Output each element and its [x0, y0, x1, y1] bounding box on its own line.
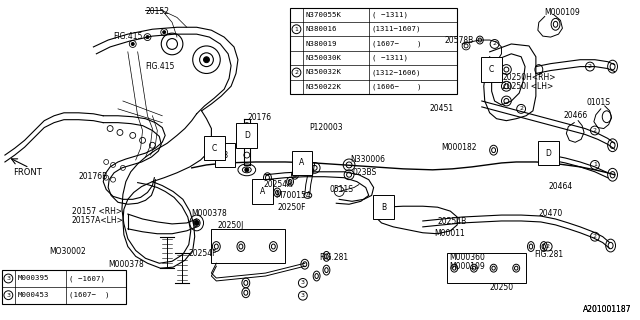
Text: 20464: 20464 — [548, 182, 573, 191]
Text: 2: 2 — [593, 128, 597, 133]
Text: ( −1607): ( −1607) — [69, 275, 105, 282]
Text: M000378: M000378 — [192, 209, 227, 218]
Text: B: B — [223, 151, 228, 160]
Text: 20152: 20152 — [145, 7, 170, 16]
Text: N380016: N380016 — [306, 26, 337, 32]
Text: 20250I <LH>: 20250I <LH> — [502, 82, 554, 91]
Text: C: C — [212, 144, 217, 153]
Text: 1: 1 — [593, 163, 597, 167]
Text: (1607−  ): (1607− ) — [69, 292, 109, 299]
Text: 20254B: 20254B — [438, 217, 467, 226]
Bar — [290, 8, 457, 94]
Bar — [447, 253, 526, 283]
Text: 0101S: 0101S — [586, 98, 610, 107]
Circle shape — [146, 36, 149, 39]
Text: A: A — [300, 158, 305, 167]
Text: (1312−1606): (1312−1606) — [372, 69, 421, 76]
Text: 0511S: 0511S — [330, 185, 353, 194]
Text: 20578B: 20578B — [444, 36, 474, 45]
Text: 2: 2 — [294, 70, 298, 75]
Text: 2: 2 — [546, 244, 550, 249]
Text: D: D — [546, 148, 552, 158]
Text: A201001187: A201001187 — [583, 305, 632, 314]
Text: M700154: M700154 — [275, 191, 311, 200]
Text: 3: 3 — [6, 276, 10, 281]
Text: 3: 3 — [301, 293, 305, 298]
Text: 20176: 20176 — [248, 113, 272, 122]
Text: M000395: M000395 — [18, 276, 49, 282]
Text: A: A — [260, 187, 265, 196]
Text: C: C — [489, 65, 494, 74]
Text: N380019: N380019 — [306, 41, 337, 47]
Text: 2: 2 — [519, 106, 523, 111]
Text: 20157 <RH>: 20157 <RH> — [72, 207, 122, 216]
Text: M000109: M000109 — [545, 8, 580, 17]
Circle shape — [245, 168, 249, 172]
Circle shape — [194, 220, 199, 225]
Circle shape — [163, 31, 166, 34]
Text: N350030K: N350030K — [306, 55, 342, 61]
Text: FRONT: FRONT — [13, 168, 42, 177]
Text: N350032K: N350032K — [306, 69, 342, 76]
Bar — [211, 229, 285, 263]
Text: A201001187: A201001187 — [583, 305, 632, 314]
Text: B: B — [381, 203, 386, 212]
Text: 3: 3 — [6, 293, 10, 298]
Text: 2: 2 — [593, 234, 597, 239]
Text: 20157A<LH>: 20157A<LH> — [72, 216, 124, 225]
Text: 3: 3 — [301, 280, 305, 285]
Text: M000182: M000182 — [442, 143, 477, 152]
Text: FIG.281: FIG.281 — [319, 253, 349, 262]
Text: M000378: M000378 — [108, 260, 144, 269]
Text: 20466: 20466 — [563, 111, 588, 120]
Circle shape — [204, 57, 209, 63]
Bar — [2, 270, 126, 304]
Text: 20470: 20470 — [539, 209, 563, 218]
Text: 2: 2 — [588, 64, 592, 69]
Text: MO30002: MO30002 — [49, 246, 86, 256]
Text: 20250F: 20250F — [277, 203, 306, 212]
Text: 2: 2 — [493, 42, 497, 46]
Text: 1: 1 — [294, 27, 298, 32]
Text: 20250J: 20250J — [218, 221, 244, 230]
Text: ( −1311): ( −1311) — [372, 55, 408, 61]
Text: FIG.281: FIG.281 — [534, 251, 563, 260]
Text: 20254F: 20254F — [189, 250, 218, 259]
Text: 20176B: 20176B — [79, 172, 108, 181]
Text: ( −1311): ( −1311) — [372, 12, 408, 18]
Text: M000360: M000360 — [449, 253, 485, 262]
Text: FIG.415: FIG.415 — [113, 32, 143, 41]
Text: 023BS: 023BS — [352, 168, 376, 177]
Text: 20451: 20451 — [429, 104, 454, 113]
Text: N330006: N330006 — [350, 155, 385, 164]
Text: 20250H<RH>: 20250H<RH> — [502, 74, 556, 83]
Text: M000109: M000109 — [449, 262, 485, 271]
Text: (1607−    ): (1607− ) — [372, 40, 421, 47]
Text: (1606−    ): (1606− ) — [372, 84, 421, 90]
Text: 20250: 20250 — [490, 283, 514, 292]
Text: (1311−1607): (1311−1607) — [372, 26, 421, 32]
Text: D: D — [244, 131, 250, 140]
Text: P120003: P120003 — [310, 123, 343, 132]
Text: FIG.415: FIG.415 — [145, 62, 175, 71]
Text: N350022K: N350022K — [306, 84, 342, 90]
Text: M00011: M00011 — [435, 229, 465, 238]
Text: 20254A: 20254A — [264, 180, 293, 189]
Circle shape — [131, 43, 134, 45]
Text: N370055K: N370055K — [306, 12, 342, 18]
Text: M000453: M000453 — [18, 292, 49, 298]
